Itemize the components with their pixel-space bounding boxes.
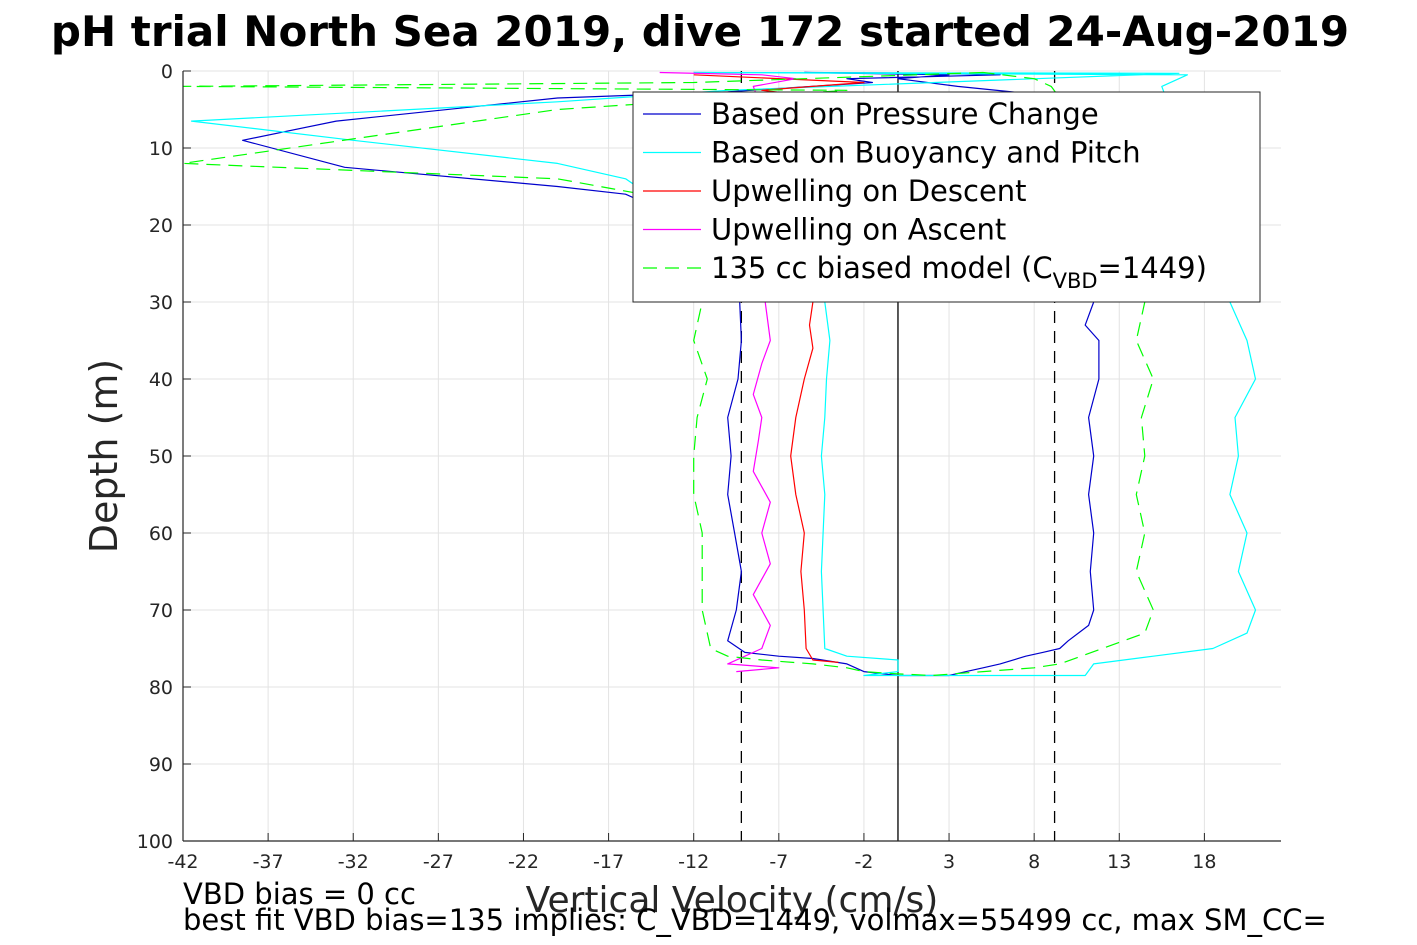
x-tick-label: -22 bbox=[508, 851, 539, 873]
legend-label-0: Based on Pressure Change bbox=[711, 97, 1099, 131]
x-tick-label: -27 bbox=[423, 851, 454, 873]
x-tick-label: 18 bbox=[1192, 851, 1216, 873]
chart-title: pH trial North Sea 2019, dive 172 starte… bbox=[51, 7, 1349, 56]
legend-label-2: Upwelling on Descent bbox=[711, 174, 1027, 208]
vbd-bias-note: VBD bias = 0 cc bbox=[183, 877, 416, 911]
x-axis-ticks: -42 -37 -32 -27 -22 -17 -12 -7 -2 3 8 13 18 bbox=[167, 833, 1216, 873]
x-tick-label: -7 bbox=[769, 851, 788, 873]
y-tick-label: 100 bbox=[137, 831, 173, 853]
y-tick-label: 90 bbox=[149, 754, 173, 776]
x-tick-label: -42 bbox=[167, 851, 198, 873]
x-tick-label: -37 bbox=[253, 851, 284, 873]
y-tick-label: 30 bbox=[149, 292, 173, 314]
y-tick-label: 60 bbox=[149, 523, 173, 545]
y-tick-label: 20 bbox=[149, 215, 173, 237]
x-tick-label: 8 bbox=[1028, 851, 1040, 873]
y-tick-label: 40 bbox=[149, 369, 173, 391]
y-tick-label: 80 bbox=[149, 677, 173, 699]
legend-label-part: =1449) bbox=[1098, 251, 1207, 285]
y-axis-label: Depth (m) bbox=[82, 359, 126, 554]
x-tick-label: 3 bbox=[943, 851, 955, 873]
legend-label-1: Based on Buoyancy and Pitch bbox=[711, 136, 1141, 170]
legend-label-4: 135 cc biased model (CVBD=1449) bbox=[711, 251, 1207, 293]
x-tick-label: -32 bbox=[338, 851, 369, 873]
legend-label-subscript: VBD bbox=[1053, 269, 1098, 293]
x-tick-label: -17 bbox=[593, 851, 624, 873]
x-tick-label: 13 bbox=[1107, 851, 1131, 873]
x-tick-label: -2 bbox=[854, 851, 873, 873]
y-axis-ticks: 0 10 20 30 40 50 60 70 80 90 100 bbox=[137, 61, 191, 853]
y-tick-label: 10 bbox=[149, 138, 173, 160]
y-tick-label: 0 bbox=[161, 61, 173, 83]
legend-box bbox=[632, 91, 1261, 303]
best-fit-note: best fit VBD bias=135 implies: C_VBD=144… bbox=[183, 903, 1327, 937]
legend: Based on Pressure Change Based on Buoyanc… bbox=[632, 91, 1261, 303]
x-tick-label: -12 bbox=[678, 851, 709, 873]
y-tick-label: 50 bbox=[149, 446, 173, 468]
x-axis-label: Vertical Velocity (cm/s) bbox=[526, 880, 939, 921]
legend-label-part: 135 cc biased model (C bbox=[711, 251, 1053, 285]
legend-label-3: Upwelling on Ascent bbox=[711, 213, 1006, 247]
y-tick-label: 70 bbox=[149, 600, 173, 622]
